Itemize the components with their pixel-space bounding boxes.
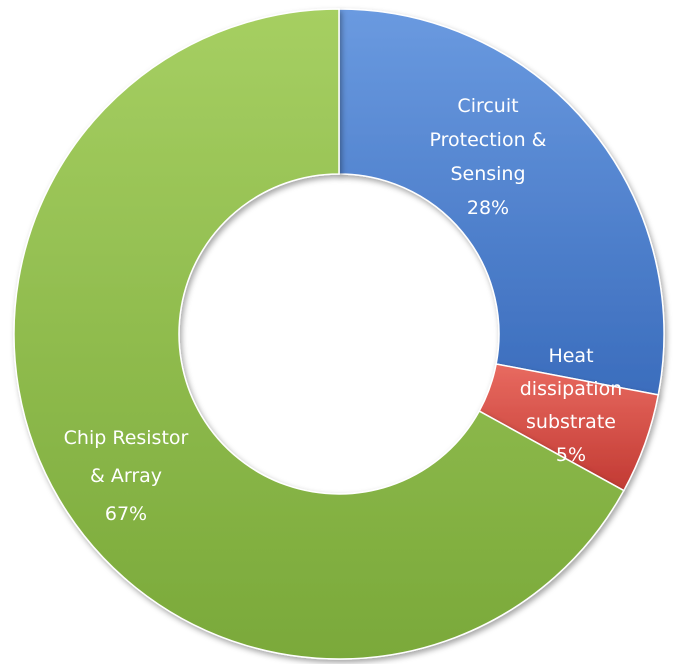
label-circuit-protection: Circuit Protection & Sensing 28% (430, 95, 547, 219)
label-heat-dissipation-value: 5% (556, 444, 586, 466)
slice-circuit-protection (338, 8, 665, 396)
label-chip-resistor-line: Chip Resistor (64, 427, 189, 449)
label-circuit-protection-line: Protection & (430, 129, 547, 151)
label-chip-resistor: Chip Resistor & Array 67% (64, 427, 189, 525)
label-heat-dissipation: Heat dissipation substrate 5% (520, 345, 623, 466)
slices-layer (13, 8, 665, 660)
label-heat-dissipation-line: dissipation (520, 378, 623, 400)
label-heat-dissipation-line: substrate (526, 411, 616, 433)
label-circuit-protection-line: Sensing (450, 163, 525, 185)
label-circuit-protection-value: 28% (467, 197, 509, 219)
label-chip-resistor-line: & Array (90, 465, 162, 487)
label-circuit-protection-line: Circuit (457, 95, 518, 117)
label-heat-dissipation-line: Heat (548, 345, 593, 367)
label-chip-resistor-value: 67% (105, 503, 147, 525)
labels-layer: Circuit Protection & Sensing 28% Heat dissipa… (64, 95, 623, 525)
slice-chip-resistor (13, 8, 625, 660)
